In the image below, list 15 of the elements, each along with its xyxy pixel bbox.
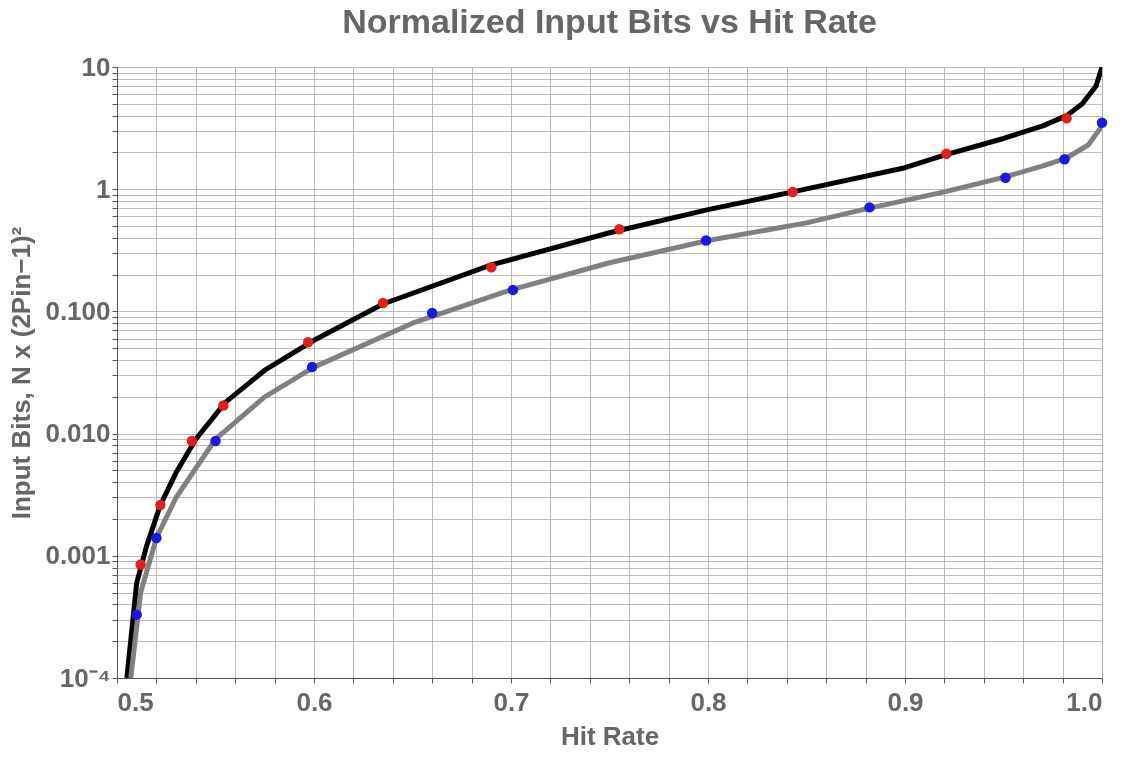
x-tick-label: 0.9: [887, 686, 924, 717]
x-axis-title: Hit Rate: [560, 720, 660, 751]
y-tick-label: 0.100: [45, 295, 111, 326]
y-tick-label: 0.001: [45, 540, 111, 571]
y-tick-label: 10⁻⁴: [59, 662, 111, 693]
y-tick-label: 10: [81, 51, 111, 82]
y-tick-label: 0.010: [45, 418, 111, 449]
x-tick-label: 0.6: [296, 686, 333, 717]
y-tick-label: 1: [96, 173, 111, 204]
x-tick-label: 0.7: [493, 686, 530, 717]
x-tick-label: 0.8: [690, 686, 727, 717]
y-axis-title: Input Bits, N x (2Pin−1)²: [6, 226, 37, 520]
x-tick-label: 1.0: [1066, 686, 1103, 717]
x-tick-label: 0.5: [117, 686, 154, 717]
chart-title: Normalized Input Bits vs Hit Rate: [342, 2, 877, 40]
